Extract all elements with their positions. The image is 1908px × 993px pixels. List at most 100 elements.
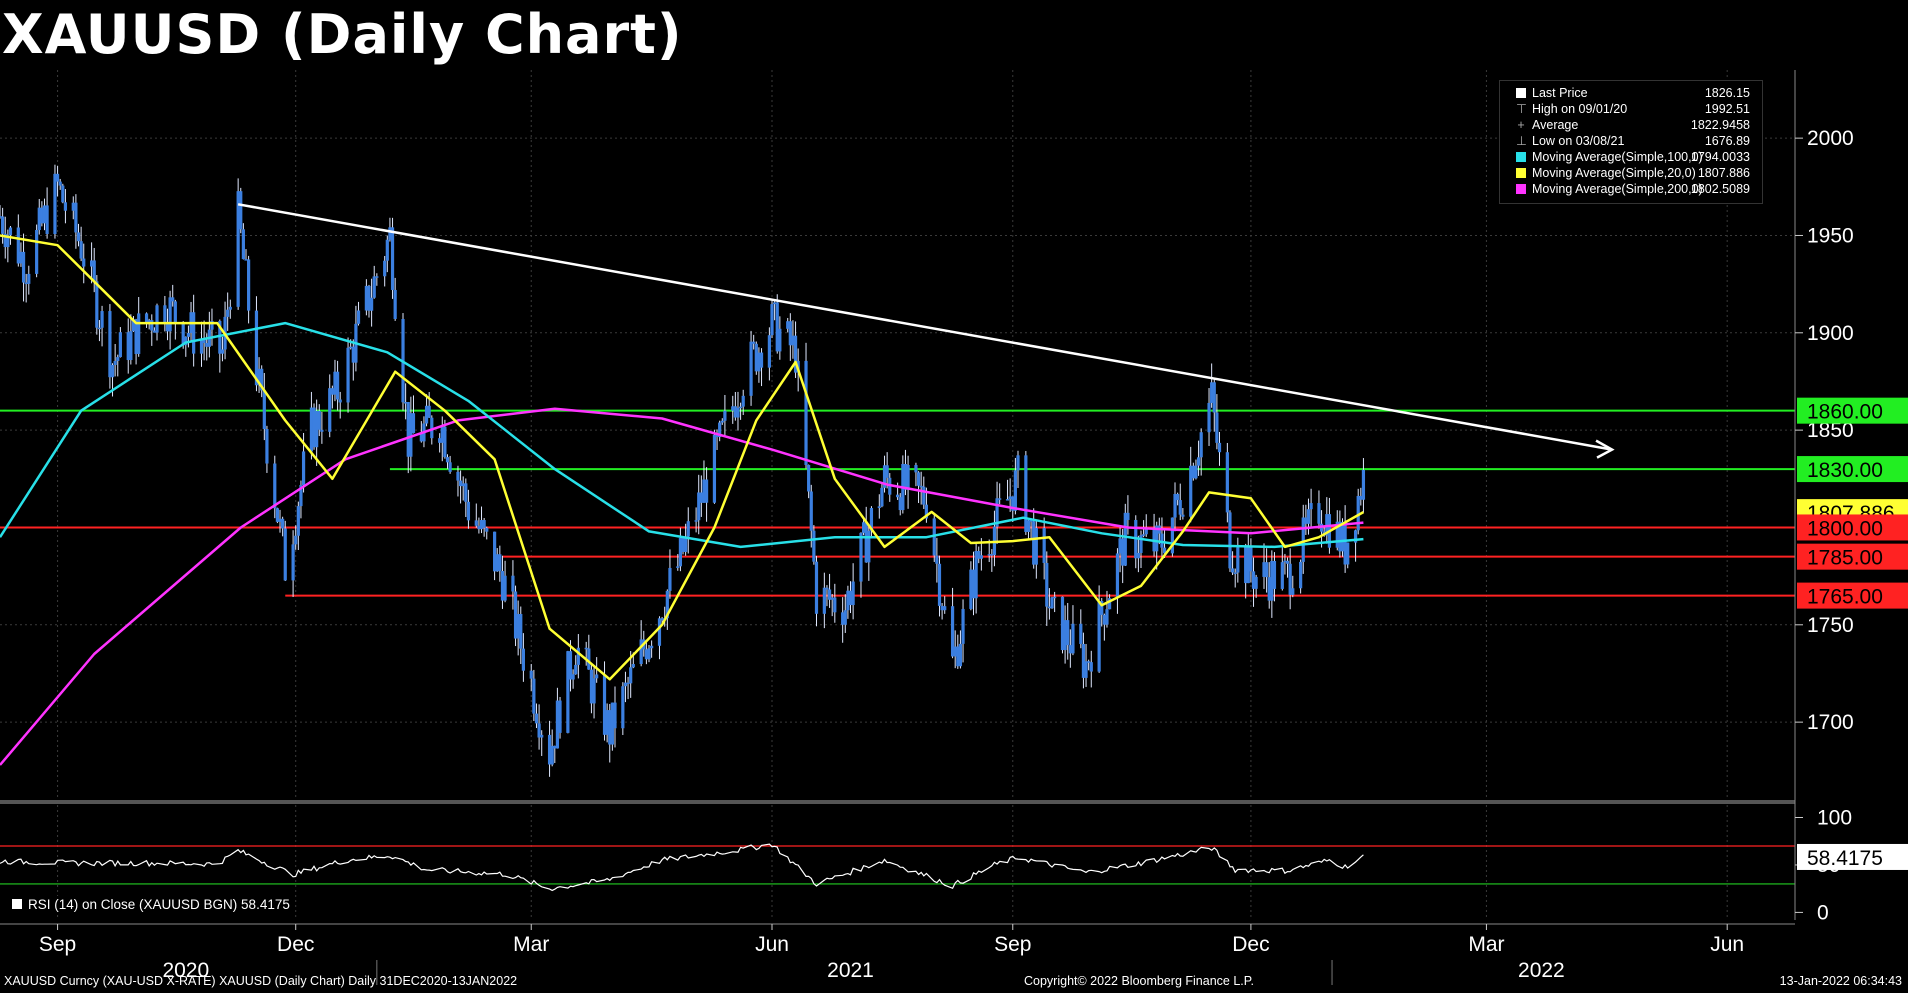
rsi-panel: [0, 843, 1795, 892]
panel-separator: [0, 800, 1795, 804]
price-bar-body: [262, 390, 266, 430]
level-tag-label: 1860.00: [1807, 401, 1883, 424]
price-bar-body: [383, 260, 387, 277]
price-bar-body: [1013, 470, 1017, 511]
price-bar-body: [613, 702, 617, 729]
price-bar-body: [1115, 553, 1120, 599]
price-bar-body: [1047, 606, 1052, 609]
price-bar-body: [372, 276, 376, 298]
price-bar-body: [367, 285, 371, 311]
price-bar-body: [477, 525, 481, 530]
price-bar-body: [448, 462, 452, 472]
price-bar-body: [1280, 562, 1284, 589]
price-bar-body: [932, 518, 936, 556]
price-bar-body: [458, 480, 463, 487]
chart-grid: [0, 70, 1795, 920]
price-bar-body: [995, 498, 999, 527]
price-bar-body: [610, 702, 614, 745]
price-bar-body: [1032, 521, 1036, 565]
legend-swatch: [1516, 88, 1526, 98]
price-bar-body: [236, 191, 240, 307]
price-bar-body: [113, 360, 117, 365]
price-bar-body: [1270, 560, 1274, 601]
price-bar-body: [42, 205, 47, 224]
price-bar-body: [1170, 517, 1174, 554]
price-bar-body: [8, 227, 13, 236]
price-bar-body: [199, 339, 204, 354]
price-bar-body: [848, 590, 853, 606]
legend-item: + Average 1822.9458: [1500, 117, 1762, 133]
price-bar-body: [40, 207, 44, 224]
price-bar-body: [110, 364, 115, 378]
price-bar-body: [1100, 600, 1104, 615]
price-bar-body: [592, 678, 596, 704]
footer-timestamp: 13-Jan-2022 06:34:43: [1779, 974, 1902, 988]
price-bar-body: [1024, 455, 1028, 532]
price-bar-body: [349, 346, 353, 349]
price-bar-body: [704, 479, 709, 503]
price-tick-label: 1950: [1807, 224, 1854, 247]
price-bar-body: [228, 306, 232, 310]
price-bar-body: [684, 536, 688, 552]
price-bar-body: [1176, 493, 1180, 501]
price-bar-body: [1340, 521, 1345, 552]
level-tag: [1797, 514, 1908, 541]
price-bar-body: [1155, 525, 1159, 552]
level-tag-label: 1785.00: [1807, 547, 1883, 570]
price-bar-body: [150, 320, 154, 331]
price-bar-body: [1089, 662, 1093, 672]
price-bar-body: [686, 521, 690, 537]
price-bar-body: [752, 341, 756, 344]
price-bar-body: [558, 700, 562, 733]
level-tag-label: 1765.00: [1807, 586, 1883, 609]
rsi-tick-label: 100: [1817, 806, 1852, 829]
price-bar-body: [283, 528, 287, 581]
trendline-arrowhead: [1595, 439, 1615, 459]
price-bar-body: [440, 426, 444, 443]
price-bar-body: [953, 646, 957, 657]
legend-value: 1676.89: [1704, 134, 1750, 148]
month-tick-label: Sep: [39, 933, 76, 956]
rsi-tick-label: 0: [1817, 901, 1829, 924]
price-bar-body: [388, 227, 392, 240]
price-bar-body: [859, 532, 863, 582]
price-bar-body: [1306, 509, 1311, 524]
price-bar-body: [869, 508, 874, 531]
price-bar-body: [898, 497, 902, 511]
price-bar-body: [956, 646, 960, 667]
price-bar-body: [147, 320, 151, 323]
price-bar-body: [1225, 452, 1229, 513]
price-bar-body: [351, 346, 355, 363]
price-bar-body: [1142, 534, 1146, 536]
price-bar-body: [257, 368, 261, 386]
price-bar-body: [1291, 588, 1295, 595]
price-bar-body: [171, 297, 175, 302]
price-bar-body: [647, 648, 651, 660]
price-bar-body: [79, 241, 83, 259]
price-bars: [0, 164, 1366, 777]
price-bar-body: [571, 674, 575, 680]
price-bar-body: [134, 319, 138, 354]
price-bar-body: [793, 335, 798, 373]
price-bar-body: [45, 205, 49, 235]
price-bar-body: [547, 734, 552, 765]
legend: Last Price 1826.15 ⊤ High on 09/01/20 1992.5…: [1499, 80, 1763, 204]
price-bar-body: [466, 501, 471, 521]
price-bar-body: [738, 406, 743, 409]
month-tick-label: Dec: [277, 933, 314, 956]
ma100-line: [0, 321, 1364, 549]
price-bar-body: [822, 587, 826, 614]
price-bar-body: [639, 639, 643, 665]
price-bar-body: [427, 405, 431, 418]
price-bar-body: [519, 613, 523, 649]
price-bar-body: [1068, 645, 1072, 654]
price-bar-body: [537, 723, 541, 738]
price-bar-body: [718, 422, 722, 438]
price-bar-body: [1267, 577, 1271, 601]
legend-label: Moving Average(Simple,20,0): [1532, 166, 1696, 180]
price-bar-body: [1254, 576, 1258, 589]
price-bar-body: [943, 606, 947, 611]
time-axis: Sep Dec Mar Jun Sep Dec Mar Jun 2020 2021 2022: [0, 923, 1795, 985]
price-bar-body: [516, 613, 520, 639]
price-bar-body: [574, 664, 578, 675]
